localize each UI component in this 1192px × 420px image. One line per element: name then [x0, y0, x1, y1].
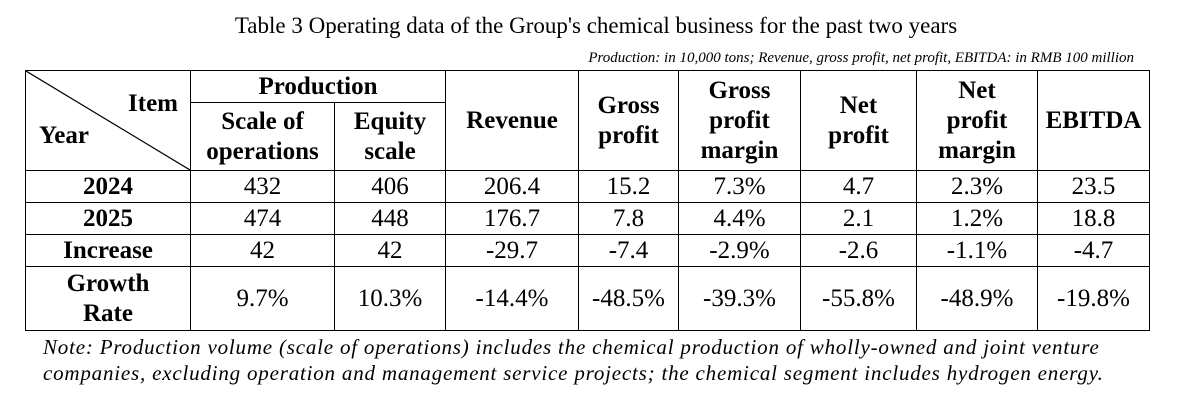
table-cell: -48.9% [916, 266, 1038, 331]
ebitda-header: EBITDA [1037, 70, 1150, 171]
table-cell: 15.2 [578, 170, 679, 203]
revenue-header: Revenue [445, 70, 579, 171]
table-title: Table 3 Operating data of the Group's ch… [234, 13, 958, 38]
table-cell: 18.8 [1037, 202, 1150, 235]
table-cell: 4.4% [678, 202, 801, 235]
corner-year-label: Year [39, 122, 89, 149]
table-cell: -4.7 [1037, 234, 1150, 267]
units-note: Production: in 10,000 tons; Revenue, gro… [588, 50, 1134, 66]
table-row: Growth Rate 9.7% 10.3% -14.4% -48.5% -39… [25, 266, 1150, 331]
net-profit-header: Net profit [800, 70, 917, 171]
table-row: 2024 432 406 206.4 15.2 7.3% 4.7 2.3% 23… [25, 170, 1150, 203]
row-label: Growth Rate [25, 266, 191, 331]
table-cell: -19.8% [1037, 266, 1150, 331]
table-cell: -48.5% [578, 266, 679, 331]
table-row: 2025 474 448 176.7 7.8 4.4% 2.1 1.2% 18.… [25, 202, 1150, 235]
table-cell: 176.7 [445, 202, 579, 235]
table-cell: -29.7 [445, 234, 579, 267]
diagonal-divider [26, 71, 190, 170]
table-cell: 2.1 [800, 202, 917, 235]
table-cell: -2.6 [800, 234, 917, 267]
table-cell: 7.8 [578, 202, 679, 235]
equity-scale-header: Equity scale [334, 102, 446, 171]
table-cell: -7.4 [578, 234, 679, 267]
table-cell: 1.2% [916, 202, 1038, 235]
table-cell: 432 [190, 170, 335, 203]
table-cell: 448 [334, 202, 446, 235]
production-header: Production [190, 69, 446, 104]
net-margin-header: Net profit margin [916, 70, 1038, 171]
table-cell: 474 [190, 202, 335, 235]
table-cell: 9.7% [190, 266, 335, 331]
table-cell: -14.4% [445, 266, 579, 331]
table-cell: 4.7 [800, 170, 917, 203]
scale-of-operations-header: Scale of operations [190, 102, 335, 171]
table-cell: 406 [334, 170, 446, 203]
table-cell: -1.1% [916, 234, 1038, 267]
row-label: Increase [25, 234, 191, 267]
table-cell: 206.4 [445, 170, 579, 203]
table-footnote: Note: Production volume (scale of operat… [43, 335, 1104, 385]
operating-data-table: Item Year Production Revenue Gross profi… [25, 69, 1150, 331]
row-label: 2024 [25, 170, 191, 203]
table-cell: 7.3% [678, 170, 801, 203]
gross-margin-header: Gross profit margin [678, 70, 801, 171]
table-cell: -2.9% [678, 234, 801, 267]
table-row: Increase 42 42 -29.7 -7.4 -2.9% -2.6 -1.… [25, 234, 1150, 267]
table-cell: -55.8% [800, 266, 917, 331]
corner-header: Item Year [25, 70, 191, 171]
table-cell: 23.5 [1037, 170, 1150, 203]
table-cell: 2.3% [916, 170, 1038, 203]
table-cell: 42 [190, 234, 335, 267]
table-cell: 10.3% [334, 266, 446, 331]
row-label: 2025 [25, 202, 191, 235]
gross-profit-header: Gross profit [578, 70, 679, 171]
table-cell: -39.3% [678, 266, 801, 331]
corner-item-label: Item [128, 90, 178, 117]
table-cell: 42 [334, 234, 446, 267]
